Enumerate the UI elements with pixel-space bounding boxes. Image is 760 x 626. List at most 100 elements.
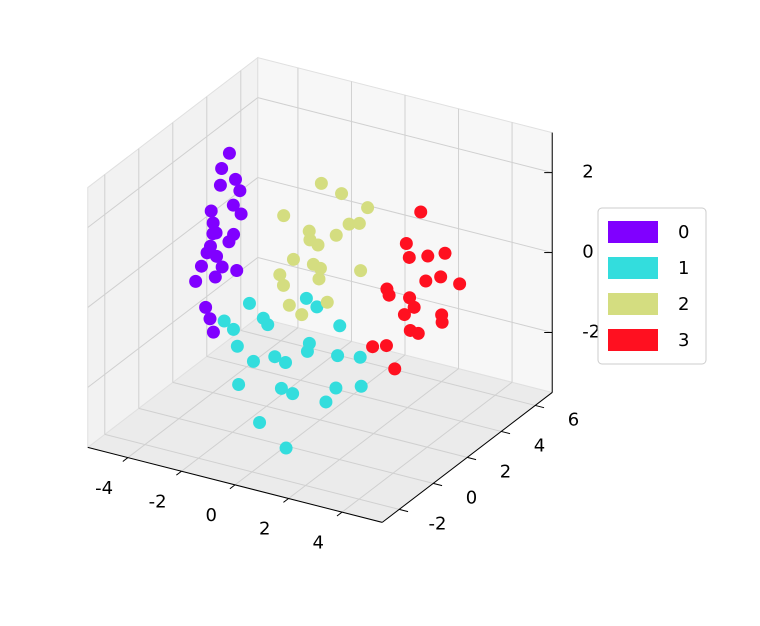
data-point	[273, 268, 287, 282]
data-point	[354, 379, 368, 393]
data-point	[213, 178, 227, 192]
grid-line	[206, 355, 502, 432]
data-point	[199, 300, 213, 314]
y-tick-label: -2	[429, 513, 447, 534]
data-point	[312, 272, 326, 286]
legend-swatch	[608, 257, 658, 279]
data-point	[226, 198, 240, 212]
tick-mark	[535, 404, 545, 409]
data-point	[435, 308, 449, 322]
panes	[86, 56, 554, 523]
data-point	[215, 161, 229, 175]
data-point	[354, 264, 368, 278]
data-point	[222, 235, 236, 249]
data-point	[352, 216, 366, 230]
y-tick-label: 2	[500, 461, 511, 482]
tick-mark	[433, 482, 443, 487]
data-point	[434, 270, 448, 284]
data-point	[194, 259, 208, 273]
tick-mark	[467, 456, 477, 461]
data-point	[276, 278, 290, 292]
tick-mark	[501, 430, 511, 435]
data-point	[397, 308, 411, 322]
grid-line	[104, 433, 400, 510]
z-tick-label: 2	[582, 162, 593, 183]
data-point	[230, 264, 244, 278]
data-point	[203, 312, 217, 326]
data-point	[335, 187, 349, 201]
legend-label: 2	[678, 294, 689, 315]
data-point	[333, 319, 347, 333]
data-point	[453, 277, 467, 291]
data-point	[279, 441, 293, 455]
data-point	[268, 350, 282, 364]
grid-line	[257, 177, 553, 254]
grid-line	[172, 381, 468, 458]
data-point	[204, 204, 218, 218]
data-point	[256, 311, 270, 325]
data-point	[302, 336, 316, 350]
data-point	[361, 201, 375, 215]
data-point	[217, 314, 231, 328]
tick-mark	[283, 498, 289, 503]
legend-swatch	[608, 329, 658, 351]
data-point	[388, 362, 402, 376]
data-point	[215, 260, 229, 274]
data-point	[234, 207, 248, 221]
data-point	[314, 176, 328, 190]
data-point	[230, 339, 244, 353]
z-tick-label: -2	[582, 321, 600, 342]
data-point	[286, 387, 300, 401]
data-point	[282, 298, 296, 312]
data-point	[329, 228, 343, 242]
x-tick-label: -4	[95, 478, 113, 499]
data-point	[319, 395, 333, 409]
data-point	[206, 216, 220, 230]
tick-mark	[399, 508, 409, 513]
legend-label: 0	[678, 222, 689, 243]
data-point	[253, 415, 267, 429]
data-point	[419, 274, 433, 288]
data-point	[222, 146, 236, 160]
data-point	[242, 296, 256, 310]
points	[189, 146, 467, 455]
y-axis-line	[381, 392, 553, 523]
data-point	[421, 249, 435, 263]
data-point	[313, 261, 327, 275]
data-point	[208, 270, 222, 284]
x-tick-label: 2	[259, 519, 270, 540]
data-point	[331, 349, 345, 363]
data-point	[342, 217, 356, 231]
data-point	[402, 250, 416, 264]
legend-label: 3	[678, 330, 689, 351]
grid-line	[240, 329, 536, 406]
data-point	[329, 381, 343, 395]
x-tick-label: -2	[149, 491, 167, 512]
data-point	[403, 291, 417, 305]
data-point	[226, 322, 240, 336]
z-tick-label: 0	[582, 242, 593, 263]
data-point	[246, 354, 260, 368]
data-point	[366, 340, 380, 354]
grid-line	[87, 177, 259, 308]
tick-mark	[336, 511, 343, 517]
grid-line	[87, 97, 259, 228]
data-point	[382, 288, 396, 302]
tick-mark	[176, 470, 182, 476]
y-tick-label: 6	[568, 409, 579, 430]
legend-swatch	[608, 293, 658, 315]
data-point	[206, 325, 220, 339]
data-point	[379, 339, 393, 353]
y-tick-label: 4	[534, 435, 545, 456]
data-point	[411, 326, 425, 340]
data-point	[200, 246, 214, 260]
data-point	[399, 237, 413, 251]
data-point	[310, 300, 324, 314]
x-tick-label: 4	[313, 532, 324, 553]
data-point	[438, 246, 452, 260]
y-tick-label: 0	[466, 487, 477, 508]
axes: -4 -2 0 2 4 -2 0 2 4 6 -2 0 2	[87, 132, 600, 553]
data-point	[189, 274, 203, 288]
data-point	[320, 295, 334, 309]
data-point	[299, 291, 313, 305]
